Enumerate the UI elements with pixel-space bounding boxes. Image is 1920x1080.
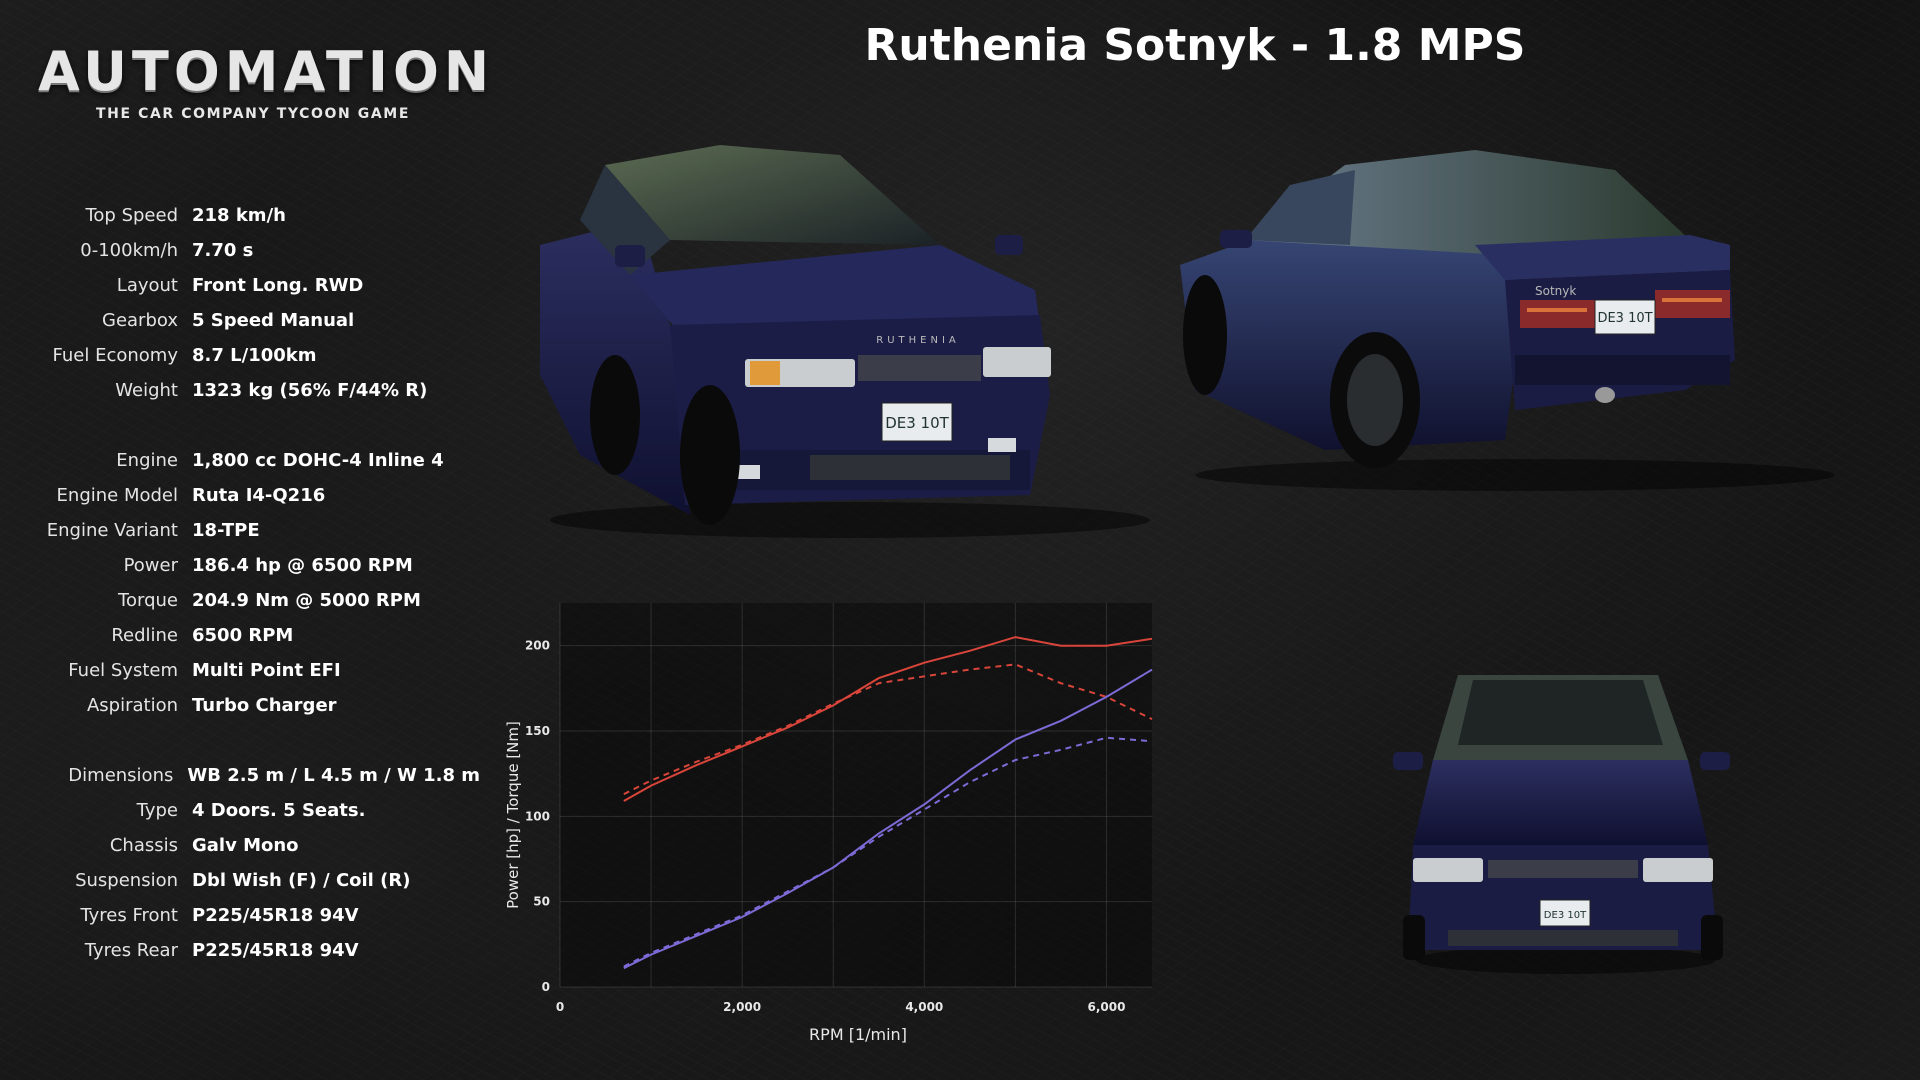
car-title: Ruthenia Sotnyk - 1.8 MPS bbox=[864, 20, 1526, 71]
spec-value: Front Long. RWD bbox=[192, 275, 364, 296]
chart-series-line-3 bbox=[623, 736, 1153, 968]
spec-row: Suspension Dbl Wish (F) / Coil (R) bbox=[0, 863, 480, 898]
chart-y-axis-label: Power [hp] / Torque [Nm] bbox=[504, 721, 522, 909]
car-front-view-image: DE3 10T bbox=[1393, 675, 1730, 974]
spec-label: Dimensions bbox=[68, 765, 174, 786]
chart-y-tick-labels: 0 50 100 150 200 bbox=[525, 639, 550, 994]
spec-value: P225/45R18 94V bbox=[192, 940, 359, 961]
spec-row: Chassis Galv Mono bbox=[0, 828, 480, 863]
spec-label: Top Speed bbox=[85, 205, 178, 226]
spec-label: Suspension bbox=[75, 870, 178, 891]
chart-x-tick-label: 6,000 bbox=[1087, 1000, 1125, 1014]
chart-grid bbox=[559, 603, 1152, 988]
spec-label: Type bbox=[136, 800, 178, 821]
chart-series-line-1 bbox=[623, 663, 1153, 795]
rear-badge: Sotnyk bbox=[1535, 284, 1576, 298]
spec-label: Layout bbox=[116, 275, 178, 296]
spec-label: Fuel Economy bbox=[52, 345, 178, 366]
automation-logo: AUTOMATION THE CAR COMPANY TYCOON GAME bbox=[38, 40, 495, 123]
spec-row: Type 4 Doors. 5 Seats. bbox=[0, 793, 480, 828]
chart-x-tick-label: 0 bbox=[556, 1000, 564, 1014]
chart-series-line-0 bbox=[623, 636, 1153, 802]
spec-group-performance: Top Speed 218 km/h 0-100km/h 7.70 s Layout Fr… bbox=[0, 198, 480, 408]
chart-y-tick-label: 100 bbox=[525, 809, 550, 823]
spec-value: 218 km/h bbox=[192, 205, 286, 226]
chart-y-tick-label: 0 bbox=[542, 980, 550, 994]
spec-value: 8.7 L/100km bbox=[192, 345, 317, 366]
spec-value: 5 Speed Manual bbox=[192, 310, 355, 331]
spec-row: 0-100km/h 7.70 s bbox=[0, 233, 480, 268]
spec-label: Power bbox=[123, 555, 178, 576]
front-view-plate: DE3 10T bbox=[1544, 910, 1587, 921]
spec-label: Fuel System bbox=[68, 660, 178, 681]
spec-label: Redline bbox=[111, 625, 178, 646]
spec-label: Tyres Front bbox=[80, 905, 178, 926]
spec-value: 6500 RPM bbox=[192, 625, 294, 646]
spec-value: 18-TPE bbox=[192, 520, 260, 541]
spec-label: Engine bbox=[116, 450, 178, 471]
spec-value: 7.70 s bbox=[192, 240, 254, 261]
spec-value: WB 2.5 m / L 4.5 m / W 1.8 m bbox=[187, 765, 480, 786]
chart-y-tick-label: 150 bbox=[525, 724, 550, 738]
spec-label: Tyres Rear bbox=[84, 940, 178, 961]
spec-value: Ruta I4-Q216 bbox=[192, 485, 326, 506]
spec-row: Tyres Rear P225/45R18 94V bbox=[0, 933, 480, 968]
power-torque-chart: 0 2,000 4,000 6,000 0 50 100 150 200 RPM [1/min… bbox=[504, 603, 1153, 1044]
front-plate: DE3 10T bbox=[885, 414, 949, 432]
chart-x-axis-label: RPM [1/min] bbox=[809, 1025, 907, 1044]
spec-value: 1323 kg (56% F/44% R) bbox=[192, 380, 428, 401]
car-rear-three-quarter-image: DE3 10T Sotnyk bbox=[1180, 150, 1835, 491]
chart-x-tick-label: 2,000 bbox=[723, 1000, 761, 1014]
spec-label: Chassis bbox=[109, 835, 178, 856]
spec-row: Fuel System Multi Point EFI bbox=[0, 653, 480, 688]
spec-value: 4 Doors. 5 Seats. bbox=[192, 800, 366, 821]
chart-y-tick-label: 50 bbox=[533, 895, 550, 909]
chart-series-line-2 bbox=[623, 668, 1153, 970]
chart-y-tick-label: 200 bbox=[525, 639, 550, 653]
chart-x-tick-label: 4,000 bbox=[905, 1000, 943, 1014]
spec-value: Galv Mono bbox=[192, 835, 299, 856]
spec-value: Multi Point EFI bbox=[192, 660, 341, 681]
car-front-three-quarter-image: RUTHENIA DE3 10T bbox=[540, 145, 1150, 538]
spec-label: Torque bbox=[118, 590, 178, 611]
logo-title: AUTOMATION bbox=[38, 40, 495, 103]
logo-subtitle: THE CAR COMPANY TYCOON GAME bbox=[96, 106, 410, 122]
spec-label: Engine Model bbox=[56, 485, 178, 506]
spec-value: Turbo Charger bbox=[192, 695, 337, 716]
spec-sheet: Top Speed 218 km/h 0-100km/h 7.70 s Layout Fr… bbox=[0, 198, 480, 968]
spec-label: Gearbox bbox=[102, 310, 178, 331]
spec-row: Redline 6500 RPM bbox=[0, 618, 480, 653]
spec-row: Engine 1,800 cc DOHC-4 Inline 4 bbox=[0, 443, 480, 478]
spec-row: Top Speed 218 km/h bbox=[0, 198, 480, 233]
spec-label: Weight bbox=[115, 380, 178, 401]
chart-x-tick-labels: 0 2,000 4,000 6,000 bbox=[556, 1000, 1126, 1014]
spec-value: 204.9 Nm @ 5000 RPM bbox=[192, 590, 421, 611]
spec-label: 0-100km/h bbox=[80, 240, 178, 261]
spec-row: Power 186.4 hp @ 6500 RPM bbox=[0, 548, 480, 583]
spec-value: 1,800 cc DOHC-4 Inline 4 bbox=[192, 450, 444, 471]
chart-series bbox=[623, 636, 1153, 970]
spec-group-engine: Engine 1,800 cc DOHC-4 Inline 4 Engine Mod… bbox=[0, 443, 480, 723]
spec-row: Dimensions WB 2.5 m / L 4.5 m / W 1.8 m bbox=[0, 758, 480, 793]
spec-row: Tyres Front P225/45R18 94V bbox=[0, 898, 480, 933]
spec-row: Engine Model Ruta I4-Q216 bbox=[0, 478, 480, 513]
spec-label: Engine Variant bbox=[46, 520, 178, 541]
spec-row: Gearbox 5 Speed Manual bbox=[0, 303, 480, 338]
spec-value: 186.4 hp @ 6500 RPM bbox=[192, 555, 413, 576]
chart-plot-area bbox=[560, 603, 1152, 987]
spec-group-body: Dimensions WB 2.5 m / L 4.5 m / W 1.8 m Ty… bbox=[0, 758, 480, 968]
front-badge: RUTHENIA bbox=[876, 335, 959, 346]
spec-value: Dbl Wish (F) / Coil (R) bbox=[192, 870, 411, 891]
spec-row: Torque 204.9 Nm @ 5000 RPM bbox=[0, 583, 480, 618]
spec-label: Aspiration bbox=[86, 695, 178, 716]
spec-row: Layout Front Long. RWD bbox=[0, 268, 480, 303]
spec-row: Fuel Economy 8.7 L/100km bbox=[0, 338, 480, 373]
spec-row: Engine Variant 18-TPE bbox=[0, 513, 480, 548]
spec-row: Aspiration Turbo Charger bbox=[0, 688, 480, 723]
spec-value: P225/45R18 94V bbox=[192, 905, 359, 926]
spec-row: Weight 1323 kg (56% F/44% R) bbox=[0, 373, 480, 408]
rear-plate: DE3 10T bbox=[1597, 311, 1652, 326]
